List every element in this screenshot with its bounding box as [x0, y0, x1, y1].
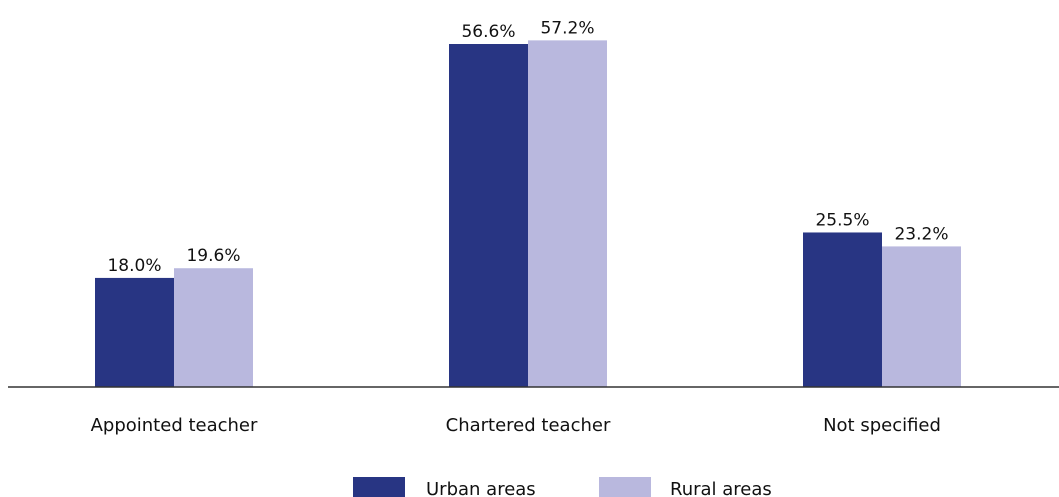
value-label-appointed-teacher-rural-areas: 19.6% — [186, 246, 240, 266]
bar-appointed-teacher-rural-areas — [174, 268, 253, 387]
category-label-not-specified: Not specified — [823, 415, 941, 436]
value-label-chartered-teacher-rural-areas: 57.2% — [540, 18, 594, 38]
legend: Urban areas Rural areas — [353, 477, 772, 497]
category-label-chartered-teacher: Chartered teacher — [446, 415, 611, 436]
bars-group — [95, 40, 961, 388]
bar-appointed-teacher-urban-areas — [95, 277, 174, 387]
value-label-chartered-teacher-urban-areas: 56.6% — [461, 22, 515, 42]
legend-label-urban: Urban areas — [426, 479, 536, 497]
value-label-appointed-teacher-urban-areas: 18.0% — [107, 256, 161, 276]
category-labels-group: Appointed teacher Chartered teacher Not sp… — [91, 415, 941, 436]
value-label-not-specified-rural-areas: 23.2% — [894, 224, 948, 244]
legend-swatch-urban — [353, 477, 405, 497]
value-labels-group: 18.0% 19.6% 56.6% 57.2% 25.5% 23.2% — [107, 18, 948, 276]
bar-chartered-teacher-rural-areas — [528, 40, 607, 387]
legend-swatch-rural — [599, 477, 651, 497]
category-label-appointed-teacher: Appointed teacher — [91, 415, 258, 436]
value-label-not-specified-urban-areas: 25.5% — [815, 210, 869, 230]
bar-not-specified-urban-areas — [803, 232, 882, 387]
bar-chartered-teacher-urban-areas — [449, 44, 528, 388]
legend-label-rural: Rural areas — [670, 479, 772, 497]
bar-not-specified-rural-areas — [882, 246, 961, 387]
